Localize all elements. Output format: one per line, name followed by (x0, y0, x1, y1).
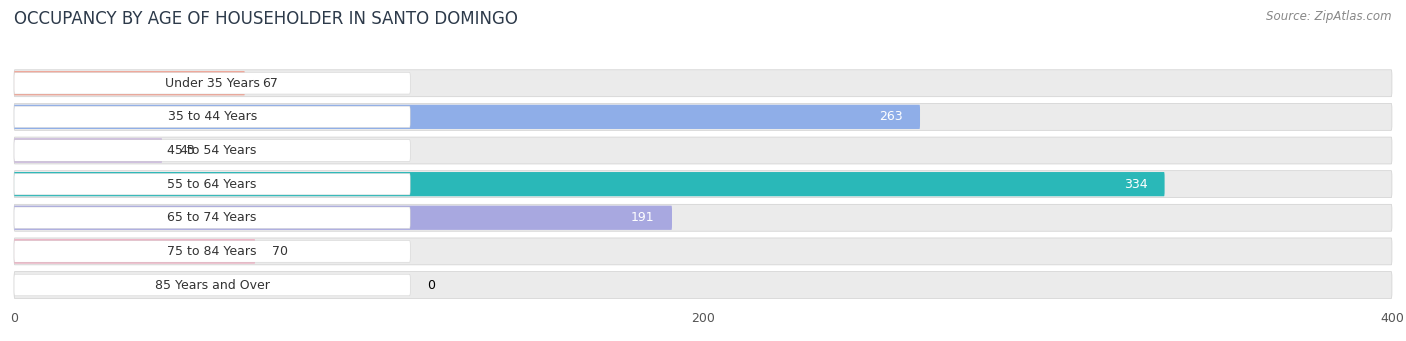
Text: Source: ZipAtlas.com: Source: ZipAtlas.com (1267, 10, 1392, 23)
FancyBboxPatch shape (14, 271, 1392, 298)
FancyBboxPatch shape (14, 238, 1392, 265)
FancyBboxPatch shape (14, 138, 162, 163)
FancyBboxPatch shape (14, 204, 1392, 231)
Text: 0: 0 (427, 279, 436, 292)
Text: 65 to 74 Years: 65 to 74 Years (167, 211, 257, 224)
Text: 67: 67 (262, 77, 278, 90)
FancyBboxPatch shape (14, 70, 1392, 97)
Text: OCCUPANCY BY AGE OF HOUSEHOLDER IN SANTO DOMINGO: OCCUPANCY BY AGE OF HOUSEHOLDER IN SANTO… (14, 10, 517, 28)
FancyBboxPatch shape (14, 71, 245, 95)
Text: 263: 263 (879, 110, 903, 123)
FancyBboxPatch shape (14, 106, 411, 128)
Text: 85 Years and Over: 85 Years and Over (155, 279, 270, 292)
Text: 334: 334 (1123, 178, 1147, 191)
Text: 45 to 54 Years: 45 to 54 Years (167, 144, 257, 157)
FancyBboxPatch shape (14, 105, 920, 129)
FancyBboxPatch shape (14, 207, 411, 228)
Text: Under 35 Years: Under 35 Years (165, 77, 260, 90)
FancyBboxPatch shape (14, 241, 411, 262)
Text: 55 to 64 Years: 55 to 64 Years (167, 178, 257, 191)
Text: 75 to 84 Years: 75 to 84 Years (167, 245, 257, 258)
FancyBboxPatch shape (14, 103, 1392, 130)
Text: 191: 191 (631, 211, 655, 224)
FancyBboxPatch shape (14, 172, 1164, 196)
FancyBboxPatch shape (14, 206, 672, 230)
Text: 70: 70 (273, 245, 288, 258)
Text: 35 to 44 Years: 35 to 44 Years (167, 110, 257, 123)
Text: 43: 43 (180, 144, 195, 157)
FancyBboxPatch shape (14, 140, 411, 161)
FancyBboxPatch shape (14, 73, 411, 94)
FancyBboxPatch shape (14, 239, 256, 264)
FancyBboxPatch shape (14, 137, 1392, 164)
FancyBboxPatch shape (14, 173, 411, 195)
FancyBboxPatch shape (14, 274, 411, 296)
FancyBboxPatch shape (14, 171, 1392, 197)
